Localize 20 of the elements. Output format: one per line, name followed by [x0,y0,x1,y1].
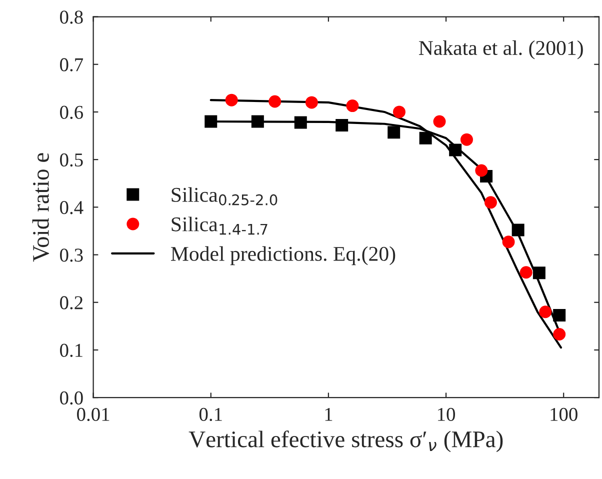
legend-label: Silica$_{1.4-1.7}$ [172,216,268,235]
y-tick-label: 0.4 [60,200,84,214]
x-tick-label: 100 [550,408,578,421]
legend-label: Silica$_{0.25-2.0}$ [172,187,278,206]
x-tick-label: 0.1 [199,408,222,422]
y-tick-label: 0.3 [60,248,83,262]
y-tick-label: 0.2 [60,296,83,310]
y-tick-label: 0.5 [60,153,83,167]
y-tick-label: 0.1 [60,344,82,357]
y-axis-title: Void ratio e [32,153,50,262]
legend-label: Model predictions. Eq.(20) [170,246,396,266]
x-tick-label: 10 [438,408,456,421]
y-tick-label: 0.6 [60,106,84,119]
annotation: Nakata et al. (2001) [418,40,583,60]
x-tick-label: 1 [325,408,332,421]
y-tick-label: 0.7 [60,58,84,72]
y-tick-label: 0.0 [60,391,83,405]
y-tick-label: 0.8 [60,10,83,24]
x-axis-title: Vertical efective stress σ′$_{ν}$ (MPa) [188,430,503,452]
x-tick-label: 0.01 [77,408,110,422]
